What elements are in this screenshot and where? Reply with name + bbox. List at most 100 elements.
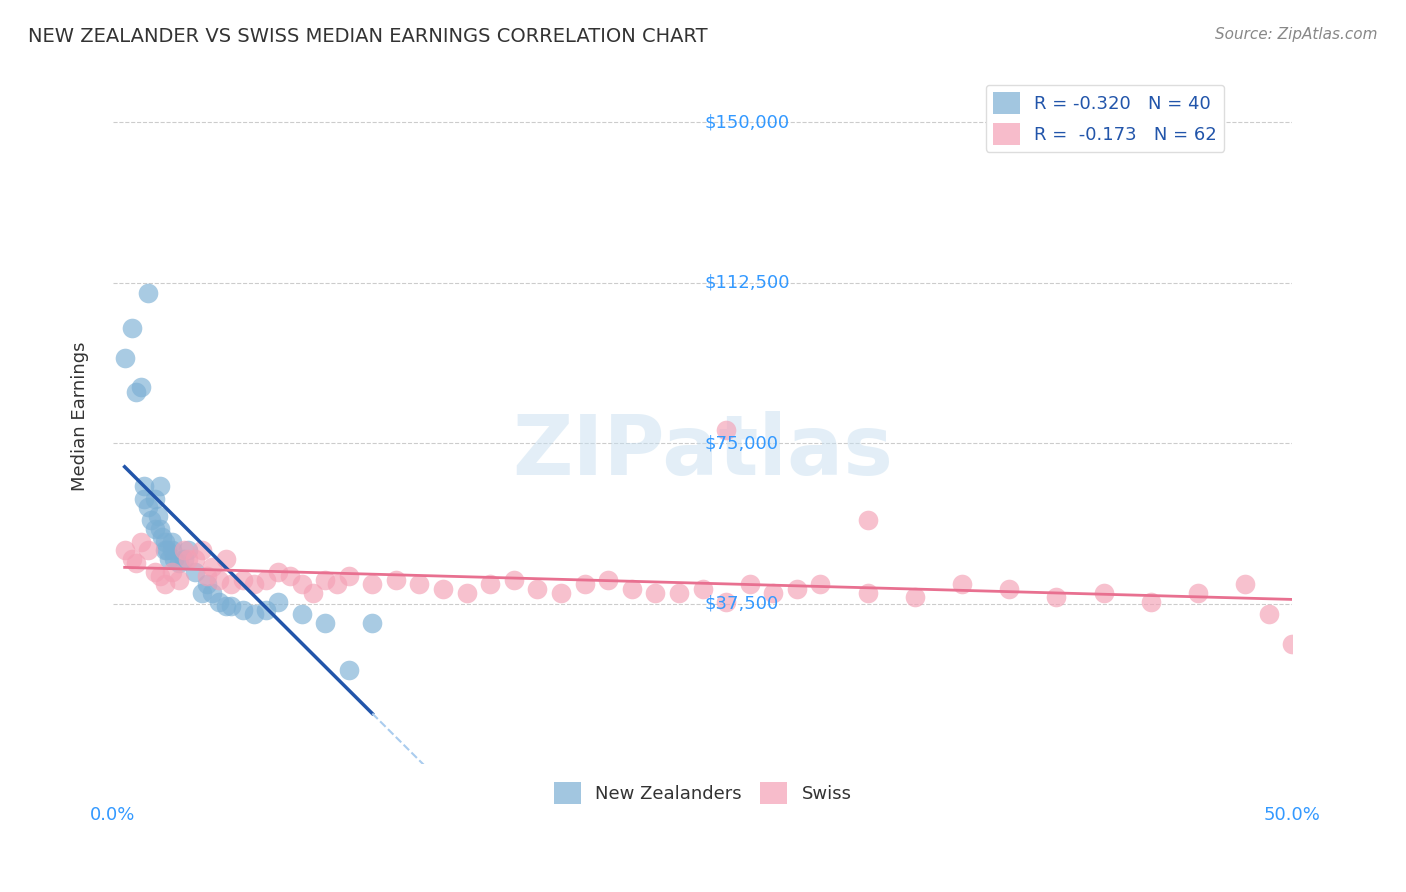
Point (195, 569, 218, 583)
Point (361, 615, 384, 630)
Point (550, 586, 572, 600)
Point (668, 586, 690, 600)
Point (278, 569, 301, 583)
Point (904, 591, 927, 605)
Text: $37,500: $37,500 (704, 595, 779, 613)
Point (856, 586, 879, 600)
Point (177, 543, 200, 558)
Point (121, 320, 143, 334)
Point (810, 577, 832, 591)
Point (132, 491, 155, 506)
Point (173, 551, 195, 566)
Point (191, 586, 214, 600)
Point (136, 286, 159, 301)
Point (125, 556, 148, 570)
Text: NEW ZEALANDER VS SWISS MEDIAN EARNINGS CORRELATION CHART: NEW ZEALANDER VS SWISS MEDIAN EARNINGS C… (28, 27, 707, 45)
Point (132, 479, 155, 493)
Point (139, 513, 162, 527)
Point (574, 577, 596, 591)
Point (254, 603, 277, 617)
Point (149, 522, 172, 536)
Point (1092, 586, 1115, 600)
Point (1281, 637, 1303, 651)
Point (159, 551, 181, 566)
Point (125, 384, 148, 399)
Point (143, 491, 166, 506)
Point (201, 560, 224, 574)
Point (337, 569, 360, 583)
Point (195, 577, 218, 591)
Point (714, 423, 737, 437)
Text: 50.0%: 50.0% (1264, 806, 1320, 824)
Text: $75,000: $75,000 (704, 434, 779, 452)
Point (163, 551, 186, 566)
Point (143, 522, 166, 536)
Point (290, 607, 312, 622)
Point (408, 577, 430, 591)
Point (191, 543, 214, 558)
Point (153, 543, 176, 558)
Point (156, 543, 179, 558)
Point (160, 565, 183, 579)
Text: $112,500: $112,500 (704, 274, 790, 292)
Point (201, 586, 224, 600)
Point (267, 594, 290, 608)
Point (1257, 607, 1279, 622)
Point (998, 582, 1021, 596)
Point (314, 573, 336, 587)
Text: Source: ZipAtlas.com: Source: ZipAtlas.com (1215, 27, 1378, 42)
Point (1187, 586, 1209, 600)
Point (219, 577, 242, 591)
Point (479, 577, 502, 591)
Point (950, 577, 973, 591)
Point (160, 534, 183, 549)
Point (149, 479, 172, 493)
Point (160, 543, 183, 558)
Point (738, 577, 761, 591)
Legend: New Zealanders, Swiss: New Zealanders, Swiss (547, 774, 859, 811)
Point (153, 577, 176, 591)
Point (208, 594, 231, 608)
Point (146, 508, 169, 523)
Point (337, 663, 360, 677)
Point (290, 577, 312, 591)
Point (361, 577, 384, 591)
Point (153, 534, 176, 549)
Point (302, 586, 325, 600)
Point (173, 543, 195, 558)
Point (129, 380, 152, 394)
Point (129, 534, 152, 549)
Point (456, 586, 478, 600)
Point (254, 573, 277, 587)
Point (692, 582, 714, 596)
Point (215, 599, 238, 613)
Point (184, 551, 207, 566)
Point (1139, 594, 1161, 608)
Text: $150,000: $150,000 (704, 113, 790, 131)
Point (432, 582, 454, 596)
Point (714, 594, 737, 608)
Point (1234, 577, 1257, 591)
Point (762, 586, 785, 600)
Point (243, 607, 266, 622)
Text: ZIPatlas: ZIPatlas (512, 410, 893, 491)
Point (314, 615, 336, 630)
Point (167, 573, 190, 587)
Point (136, 543, 159, 558)
Point (150, 530, 173, 544)
Point (232, 573, 254, 587)
Point (502, 573, 524, 587)
Point (219, 599, 242, 613)
Point (385, 573, 408, 587)
Point (267, 565, 290, 579)
Point (215, 551, 238, 566)
Point (598, 573, 620, 587)
Point (114, 543, 136, 558)
Point (177, 551, 200, 566)
Text: 0.0%: 0.0% (90, 806, 135, 824)
Point (786, 582, 808, 596)
Point (1045, 591, 1067, 605)
Point (143, 565, 166, 579)
Point (620, 582, 643, 596)
Point (644, 586, 666, 600)
